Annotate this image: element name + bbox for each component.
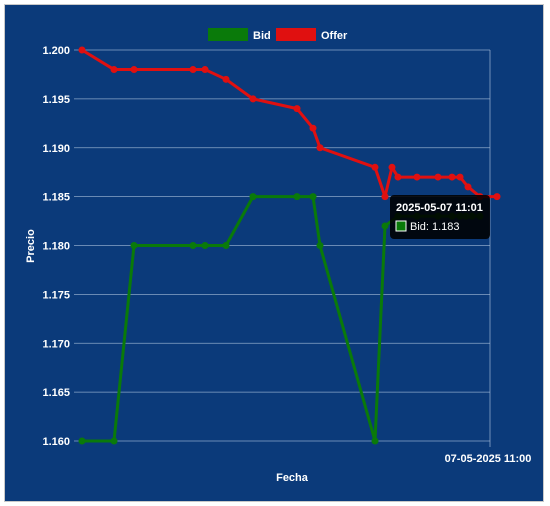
y-tick-label: 1.195 [42,94,70,106]
data-point-offer[interactable] [381,193,389,201]
data-point-bid[interactable] [371,437,379,445]
legend-item-bid[interactable]: Bid [208,28,271,42]
data-point-offer[interactable] [456,173,464,181]
data-point-bid[interactable] [316,242,324,249]
data-point-bid[interactable] [110,437,118,445]
legend-swatch-bid [208,28,248,41]
tooltip-title: 2025-05-07 11:01 [396,202,483,214]
data-point-bid[interactable] [130,242,138,249]
y-tick-label: 1.200 [42,45,70,57]
data-point-bid[interactable] [381,222,389,230]
x-axis-title: Fecha [276,472,309,484]
data-point-offer[interactable] [249,95,257,103]
data-point-offer[interactable] [448,173,456,181]
tooltip-swatch [395,220,407,232]
legend-swatch-offer [276,28,316,41]
grid-lines [74,49,491,447]
y-tick-label: 1.165 [42,387,70,399]
data-point-offer[interactable] [316,144,324,152]
data-point-bid[interactable] [222,242,230,249]
data-point-bid[interactable] [189,242,197,249]
data-point-bid[interactable] [78,437,86,445]
data-point-offer[interactable] [110,66,118,74]
data-point-bid[interactable] [201,242,209,249]
data-point-offer[interactable] [293,105,301,113]
data-point-offer[interactable] [189,66,197,74]
legend-label-bid: Bid [253,30,271,42]
x-axis-ticks: 07-05-2025 11:00 [445,453,532,465]
data-point-offer[interactable] [493,193,501,201]
data-point-offer[interactable] [130,66,138,74]
y-tick-label: 1.175 [42,289,70,301]
y-axis-ticks: 1.200 1.195 1.190 1.185 1.180 1.175 1.170 1.165… [42,45,70,448]
legend-label-offer: Offer [321,30,348,42]
tooltip-box [390,195,490,239]
series-line-offer [81,48,497,199]
data-point-bid[interactable] [249,193,257,201]
y-axis-title: Precio [25,229,37,263]
y-tick-label: 1.170 [42,338,70,350]
y-tick-label: 1.180 [42,241,70,253]
x-tick-label: 07-05-2025 11:00 [445,453,532,465]
tooltip-label: Bid: 1.183 [410,221,460,233]
data-point-offer[interactable] [78,46,86,54]
data-point-offer[interactable] [464,183,472,191]
data-point-offer[interactable] [371,163,379,171]
legend: Bid Offer [208,28,348,42]
data-point-offer[interactable] [309,124,317,132]
data-point-offer[interactable] [388,163,396,171]
data-point-bid[interactable] [293,193,301,201]
data-point-offer[interactable] [413,173,421,181]
y-tick-label: 1.185 [42,192,70,204]
data-point-offer[interactable] [201,66,209,74]
data-point-offer[interactable] [222,75,230,83]
legend-item-offer[interactable]: Offer [276,28,348,42]
data-point-offer[interactable] [394,173,402,181]
tooltip: 2025-05-07 11:01 Bid: 1.183 [390,195,490,239]
y-tick-label: 1.160 [42,436,70,448]
chart-container [4,4,544,502]
y-tick-label: 1.190 [42,143,70,155]
data-point-offer[interactable] [434,173,442,181]
data-point-bid[interactable] [309,193,317,201]
